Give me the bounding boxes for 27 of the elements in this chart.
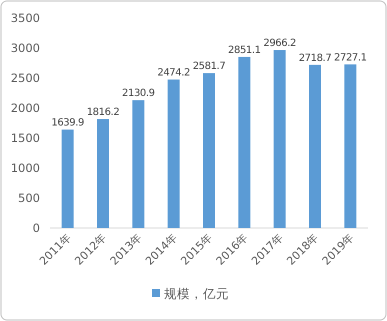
data-label: 2727.1 bbox=[334, 52, 367, 64]
data-label: 1639.9 bbox=[51, 118, 84, 129]
y-tick-label: 500 bbox=[18, 191, 40, 205]
data-label: 2474.2 bbox=[157, 68, 190, 79]
y-tick-label: 1500 bbox=[10, 131, 40, 145]
y-tick-label: 2500 bbox=[10, 71, 40, 85]
data-label: 2851.1 bbox=[228, 44, 261, 56]
data-label: 2581.7 bbox=[192, 61, 226, 72]
data-label: 2130.9 bbox=[122, 88, 155, 100]
bar bbox=[132, 100, 144, 228]
bar bbox=[274, 50, 286, 228]
bar bbox=[344, 64, 356, 228]
bar bbox=[62, 130, 74, 228]
bar bbox=[97, 119, 109, 228]
data-label: 2966.2 bbox=[263, 38, 296, 50]
y-tick-label: 1000 bbox=[10, 161, 40, 175]
bar bbox=[238, 56, 250, 228]
data-label: 1816.2 bbox=[86, 107, 120, 118]
bar bbox=[203, 73, 215, 228]
bar bbox=[309, 64, 321, 228]
legend-label: 规模，亿元 bbox=[164, 286, 229, 301]
y-tick-label: 2000 bbox=[10, 101, 40, 115]
y-tick-label: 0 bbox=[32, 221, 40, 235]
bar bbox=[168, 80, 180, 228]
y-tick-label: 3000 bbox=[10, 41, 40, 55]
y-tick-label: 3500 bbox=[10, 11, 40, 25]
data-label: 2718.7 bbox=[298, 52, 332, 64]
